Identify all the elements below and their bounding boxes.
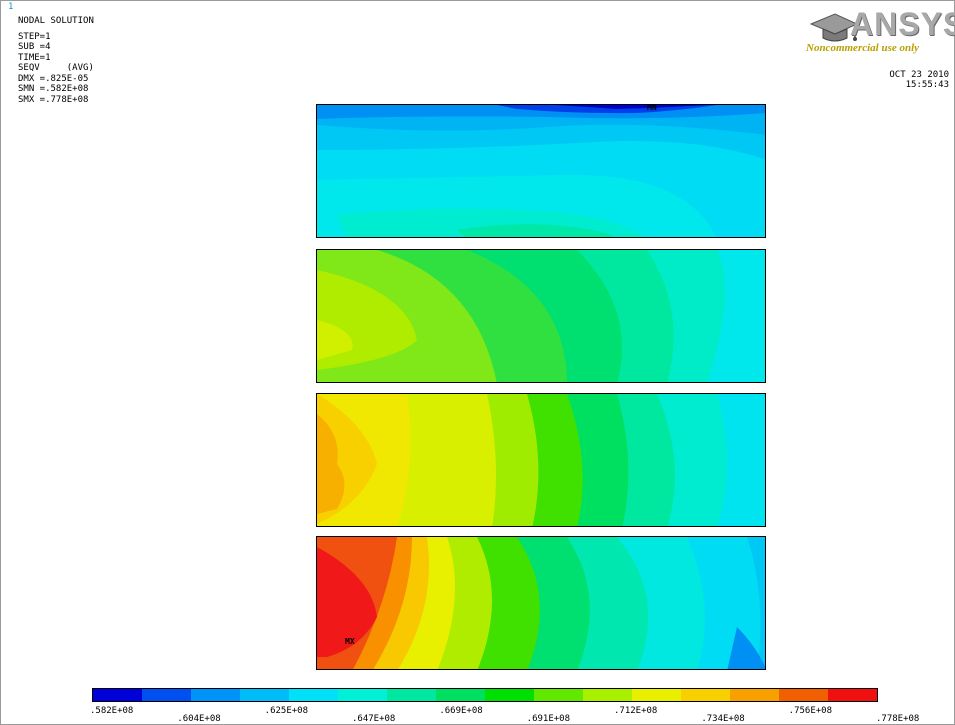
legend-swatch — [436, 689, 485, 701]
contour-panel-1: MN — [316, 104, 766, 238]
legend-label: .778E+08 — [876, 714, 920, 724]
info-result-type: SEQV (AVG) — [18, 63, 94, 73]
legend-label: .712E+08 — [614, 706, 658, 716]
legend-label: .734E+08 — [701, 714, 745, 724]
time-text: 15:55:43 — [905, 80, 949, 90]
info-smn: SMN =.582E+08 — [18, 84, 89, 94]
legend-swatch — [828, 689, 877, 701]
graduation-cap-icon — [809, 13, 859, 42]
legend-swatch — [387, 689, 436, 701]
legend-swatch — [485, 689, 534, 701]
legend-label: .756E+08 — [788, 706, 833, 716]
legend-swatch — [779, 689, 828, 701]
legend-label: .604E+08 — [177, 714, 221, 724]
legend-swatch — [191, 689, 240, 701]
info-dmx: DMX =.825E-05 — [18, 73, 89, 84]
legend-swatch — [681, 689, 730, 701]
legend-swatch — [142, 689, 191, 701]
legend-swatch — [338, 689, 387, 701]
legend-label: .691E+08 — [526, 714, 571, 724]
legend-label: .669E+08 — [439, 706, 483, 716]
legend-swatch — [240, 689, 289, 701]
legend-swatch — [534, 689, 583, 701]
legend-label: .647E+08 — [352, 714, 396, 724]
legend-label: .582E+08 — [90, 706, 134, 716]
legend-swatch — [632, 689, 681, 701]
logo-subtitle: Noncommercial use only — [806, 42, 920, 54]
legend-swatch — [289, 689, 338, 701]
legend-swatch — [93, 689, 142, 701]
info-smx: SMX =.778E+08 — [18, 94, 89, 105]
contour-panel-2 — [316, 249, 766, 383]
info-time: TIME=1 — [18, 52, 51, 63]
contour-panel-3 — [316, 393, 766, 527]
timestamp: OCT 23 2010 15:55:43 — [889, 70, 949, 90]
date-text: OCT 23 2010 — [889, 70, 949, 80]
ansys-logo: ANSYS — [850, 6, 955, 42]
color-legend-bar — [92, 688, 878, 702]
solution-title: NODAL SOLUTION — [18, 16, 94, 26]
max-marker: MX — [345, 637, 355, 646]
legend-label: .625E+08 — [264, 706, 309, 716]
legend-swatch — [730, 689, 779, 701]
contour-panel-4: MX — [316, 536, 766, 670]
info-substep: SUB =4 — [18, 42, 51, 52]
solution-info: NODAL SOLUTION STEP=1 SUB =4 TIME=1 SEQV… — [18, 16, 94, 105]
min-marker: MN — [647, 104, 657, 112]
legend-swatch — [583, 689, 632, 701]
info-step: STEP=1 — [18, 31, 51, 42]
window-number: 1 — [8, 2, 14, 12]
